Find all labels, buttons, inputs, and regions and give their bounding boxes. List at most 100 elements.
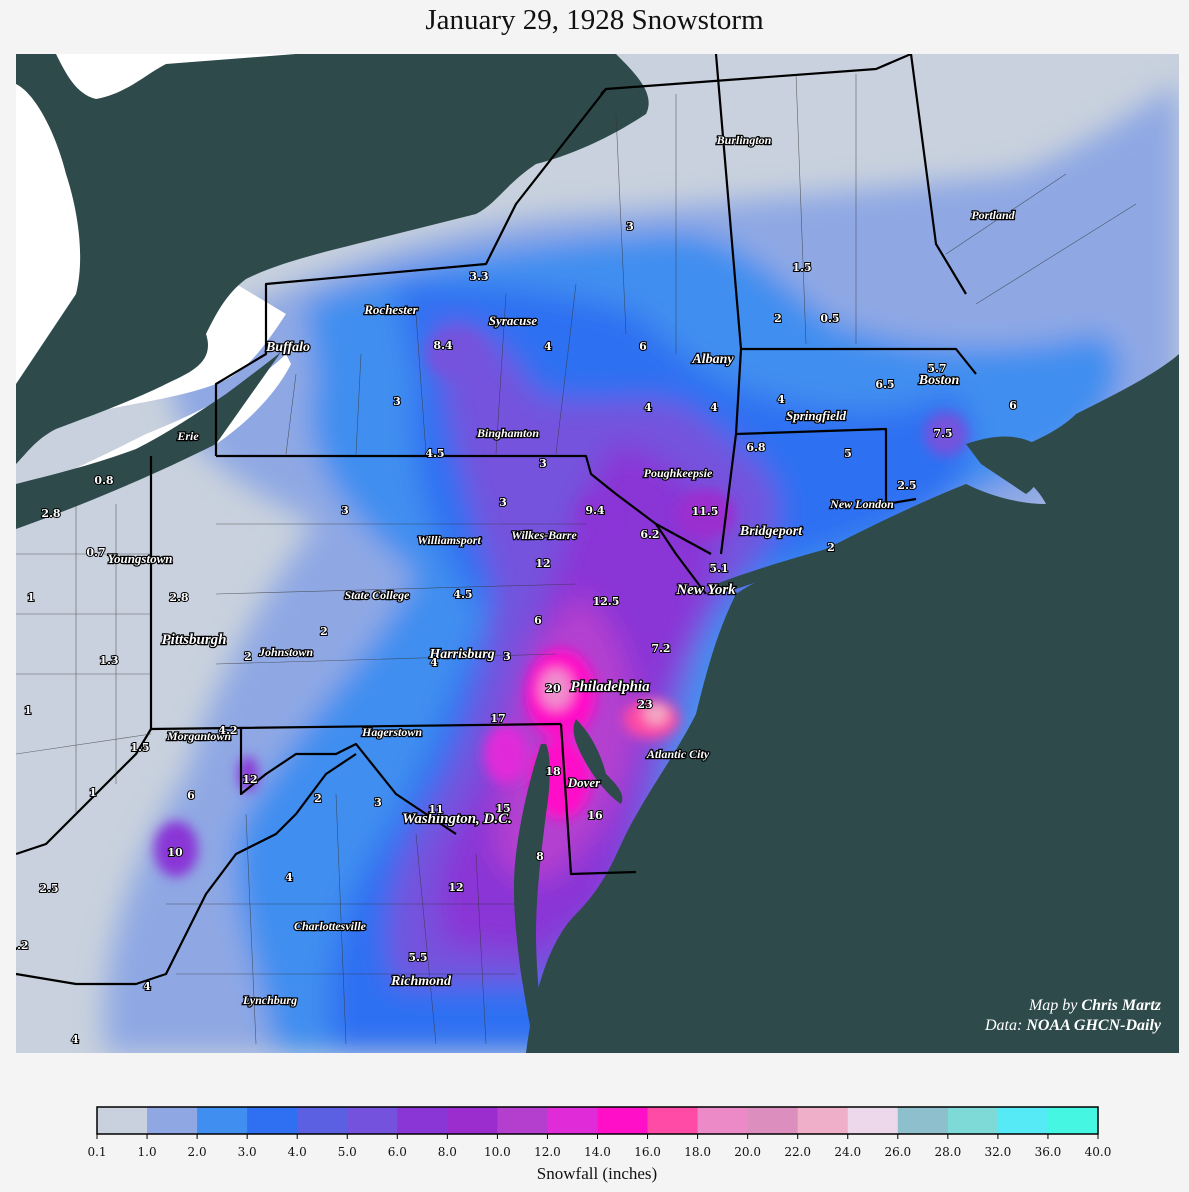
station-value: 1 — [89, 786, 97, 799]
station-value: 2 — [314, 792, 322, 805]
colorbar-segment — [797, 1107, 849, 1134]
colorbar-segment — [647, 1107, 699, 1134]
colorbar-segment — [897, 1107, 949, 1134]
colorbar-tick-label: 3.0 — [238, 1145, 257, 1159]
city-label: Washington, D.C. — [402, 811, 512, 827]
colorbar-segment — [97, 1107, 148, 1134]
ontario-land-west — [16, 352, 281, 529]
snowfall-map: Burlington Portland Rochester Syracuse Buffa… — [16, 54, 1179, 1053]
station-value: 4 — [644, 401, 652, 414]
station-value: 5.5 — [408, 951, 427, 964]
city-label: Atlantic City — [646, 747, 710, 761]
city-labels: Burlington Portland Rochester Syracuse Buffa… — [106, 132, 1017, 1008]
colorbar-segment — [597, 1107, 649, 1134]
station-value: 7.5 — [933, 427, 952, 440]
colorbar-tick-label: 18.0 — [684, 1145, 711, 1159]
station-value: 8 — [536, 850, 544, 863]
city-label: Morgantown — [166, 729, 231, 743]
data-credit: Data: NOAA GHCN-Daily — [984, 1017, 1162, 1034]
city-label: Wilkes-Barre — [511, 528, 577, 542]
colorbar-segment — [347, 1107, 398, 1134]
city-label: Johnstown — [258, 645, 313, 659]
station-value: 4 — [71, 1033, 79, 1046]
station-value: 12 — [535, 557, 550, 570]
station-value: 2 — [320, 625, 328, 638]
station-value: 9.4 — [585, 504, 604, 517]
station-value: 2.8 — [169, 591, 188, 604]
station-value: 6.2 — [640, 528, 659, 541]
colorbar-segment — [147, 1107, 198, 1134]
station-value: 0.8 — [94, 474, 113, 487]
city-label: Richmond — [390, 974, 452, 989]
delaware-bay — [573, 719, 623, 804]
colorbar-tick-label: 8.0 — [438, 1145, 457, 1159]
station-value: 3 — [393, 395, 401, 408]
colorbar-ticks: 0.1 1.0 2.0 3.0 4.0 5.0 6.0 8.0 10.0 12.0 14.0 16.0… — [87, 1134, 1111, 1159]
station-value: 8.4 — [433, 339, 452, 352]
station-value: 4.5 — [453, 588, 472, 601]
city-label: Harrisburg — [428, 647, 494, 662]
long-island-sound — [716, 524, 916, 594]
station-value: 5.1 — [709, 562, 728, 575]
city-label: New London — [829, 497, 894, 511]
colorbar-tick-label: 24.0 — [834, 1145, 861, 1159]
station-value: 16 — [587, 809, 603, 822]
city-label: Williamsport — [417, 533, 481, 547]
state-borders — [16, 54, 977, 986]
station-value: 6 — [1009, 399, 1017, 412]
station-value: 2 — [774, 312, 782, 325]
snow-core-wilkes-barre — [578, 496, 614, 532]
station-value: 3 — [499, 496, 507, 509]
city-label: State College — [345, 588, 411, 602]
station-value: 4 — [430, 656, 438, 669]
station-value: 6.5 — [875, 378, 894, 391]
colorbar-segment — [497, 1107, 548, 1134]
station-value: 2 — [827, 541, 835, 554]
colorbar-tick-label: 20.0 — [734, 1145, 761, 1159]
colorbar-segment — [947, 1107, 999, 1134]
colorbar-tick-label: 10.0 — [484, 1145, 511, 1159]
colorbar-tick-label: 16.0 — [634, 1145, 661, 1159]
station-value: 6 — [534, 614, 542, 627]
map-title: January 29, 1928 Snowstorm — [425, 4, 764, 36]
colorbar-tick-label: 26.0 — [884, 1145, 911, 1159]
station-value: 23 — [637, 698, 652, 711]
station-value: 4 — [544, 340, 552, 353]
chesapeake-bay — [513, 744, 550, 1053]
station-value: 3.3 — [469, 270, 488, 283]
station-value: 4 — [777, 393, 785, 406]
station-value: 6.8 — [746, 441, 765, 454]
snow-core-finger-lakes — [426, 329, 486, 379]
station-value: 2 — [244, 650, 252, 663]
colorbar-tick-label: 4.0 — [288, 1145, 307, 1159]
station-value: 12 — [242, 773, 257, 786]
lake-simcoe — [239, 142, 263, 186]
city-label: Portland — [971, 208, 1015, 222]
city-label: Boston — [918, 373, 960, 388]
county-borders — [16, 73, 1137, 1045]
station-value: 4 — [285, 871, 293, 884]
station-value: 0.7 — [86, 546, 105, 559]
snowfall-cores — [154, 329, 968, 877]
colorbar-segment — [697, 1107, 749, 1134]
colorbar-tick-label: 12.0 — [534, 1145, 561, 1159]
colorbar-tick-label: 1.0 — [138, 1145, 157, 1159]
city-label: Burlington — [716, 133, 772, 147]
city-label: Philadelphia — [570, 679, 650, 695]
city-label: Charlottesville — [294, 919, 367, 933]
colorbar-label: Snowfall (inches) — [537, 1164, 657, 1183]
colorbar-tick-label: 5.0 — [338, 1145, 357, 1159]
colorbar-segment — [297, 1107, 348, 1134]
station-value: 4.5 — [425, 447, 444, 460]
colorbar-tick-label: 22.0 — [784, 1145, 811, 1159]
snow-core-harford — [484, 724, 528, 784]
map-credit: Map by Chris Martz — [1028, 997, 1162, 1014]
station-value: 1.3 — [99, 654, 118, 667]
city-label: New York — [675, 582, 736, 598]
station-values: 3.3 8.4 4 3 3 1.5 2 0.5 6 4 4 5.7 6.5 6 7.5 4 6.8 5 2.5 4.5… — [16, 219, 1018, 1047]
colorbar-segment — [1047, 1107, 1099, 1134]
station-value: 1.5 — [130, 741, 149, 754]
station-value: 3 — [503, 650, 511, 663]
station-value: 2.5 — [897, 479, 916, 492]
snow-core-wv — [154, 821, 198, 877]
